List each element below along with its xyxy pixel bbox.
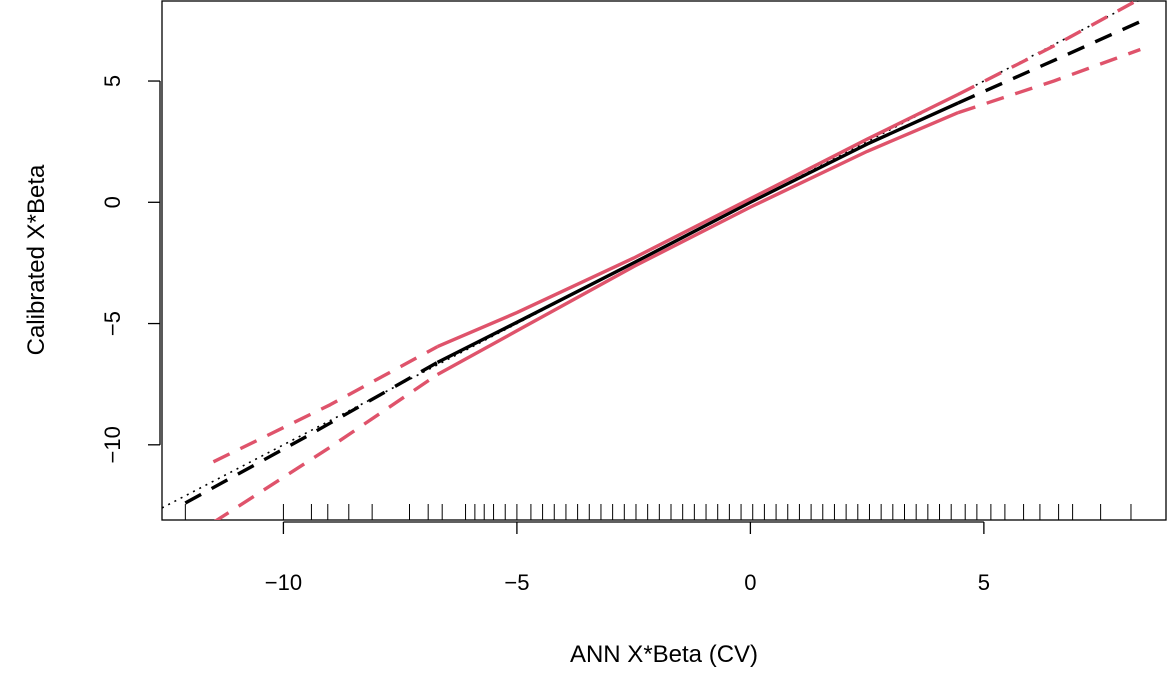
estimate-dashed-line-2 xyxy=(184,360,439,505)
y-tick-label: 0 xyxy=(100,196,125,208)
rug-group xyxy=(184,504,1132,520)
x-tick-label: 0 xyxy=(744,570,756,595)
y-axis-label: Calibrated X*Beta xyxy=(23,164,50,355)
axes-group: −10 −5 0 5 −10 −5 0 5 xyxy=(100,75,990,595)
upper-band-solid-line-4 xyxy=(436,92,959,349)
estimate-dashed-line-3 xyxy=(957,20,1141,105)
x-tick-label: 5 xyxy=(978,570,990,595)
lower-band-dashed-line-9 xyxy=(957,47,1141,115)
upper-band-dashed-line-5 xyxy=(212,345,439,464)
estimate-solid-line-1 xyxy=(436,101,959,364)
x-axis-label: ANN X*Beta (CV) xyxy=(570,641,758,668)
series-group xyxy=(162,1,1141,520)
plot-box xyxy=(161,0,1167,521)
y-tick-label: −5 xyxy=(100,311,125,336)
x-tick-label: −10 xyxy=(265,570,302,595)
upper-band-dashed-line-6 xyxy=(957,1,1140,96)
y-tick-label: 5 xyxy=(100,75,125,87)
lower-band-solid-line-7 xyxy=(436,111,959,376)
lower-band-dashed-line-8 xyxy=(213,373,439,520)
y-tick-label: −10 xyxy=(100,426,125,463)
x-tick-label: −5 xyxy=(504,570,529,595)
